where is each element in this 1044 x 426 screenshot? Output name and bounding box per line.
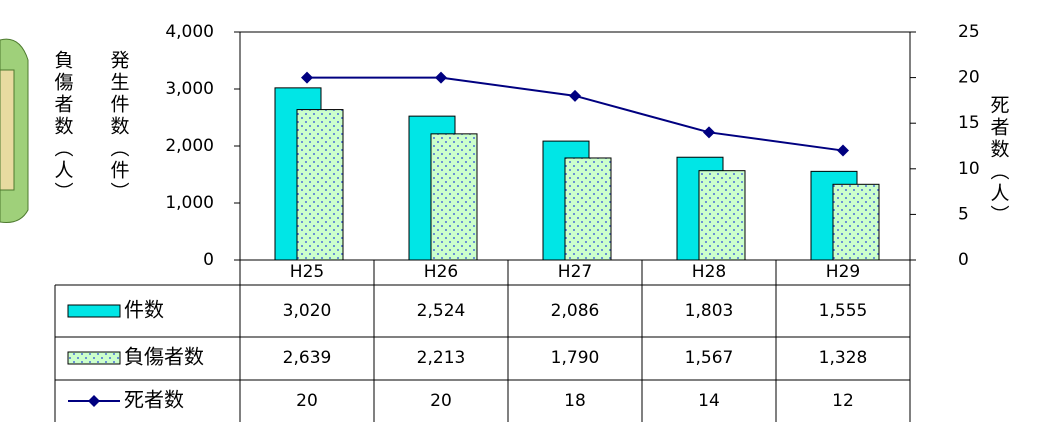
- chart: 負傷者数（人） 発生件数（件） 死者数（人） 0 1,000 2,000 3,000 4…: [0, 0, 1044, 422]
- legend-key: [88, 395, 100, 407]
- bar: [833, 184, 879, 260]
- y-tick-label: 4,000: [165, 22, 214, 42]
- line: [307, 78, 843, 151]
- marker: [569, 90, 581, 102]
- legend-key: [68, 305, 120, 317]
- legend-label: 件数: [124, 298, 164, 322]
- x-tick-label: H27: [558, 262, 592, 282]
- x-tick-label: H26: [424, 262, 458, 282]
- table-cell: 1,328: [819, 348, 868, 368]
- y-tick-label: 1,000: [165, 193, 214, 213]
- marker: [301, 72, 313, 84]
- bar: [565, 158, 611, 260]
- table-cell: 1,790: [551, 348, 600, 368]
- decoration: [0, 70, 14, 190]
- table-cell: 1,803: [685, 301, 734, 321]
- marker: [837, 145, 849, 157]
- bar: [699, 171, 745, 260]
- table-cell: 3,020: [283, 301, 332, 321]
- y2-tick-label: 15: [958, 113, 980, 133]
- table-cell: 2,524: [417, 301, 466, 321]
- y2-axis-title: 死者数（人）: [988, 95, 1010, 227]
- table-cell: 2,639: [283, 348, 332, 368]
- y-tick-label: 0: [203, 250, 214, 270]
- legend-label: 死者数: [124, 388, 184, 412]
- x-tick-label: H29: [826, 262, 860, 282]
- bar: [431, 134, 477, 260]
- bar: [297, 110, 343, 260]
- table-cell: 18: [564, 391, 586, 411]
- y-axis-title: 発生件数（件）: [108, 50, 130, 204]
- y-axis-title: 負傷者数（人）: [52, 50, 74, 204]
- y-tick-label: 2,000: [165, 136, 214, 156]
- table-cell: 2,086: [551, 301, 600, 321]
- y2-tick-label: 25: [958, 22, 980, 42]
- y2-tick-label: 20: [958, 68, 980, 88]
- table-cell: 2,213: [417, 348, 466, 368]
- table-cell: 14: [698, 391, 720, 411]
- table-cell: 20: [430, 391, 452, 411]
- table-cell: 1,567: [685, 348, 734, 368]
- table-cell: 1,555: [819, 301, 868, 321]
- legend-key: [68, 352, 120, 364]
- legend-label: 負傷者数: [124, 345, 204, 369]
- y-tick-label: 3,000: [165, 79, 214, 99]
- x-tick-label: H28: [692, 262, 726, 282]
- y2-tick-label: 5: [958, 204, 969, 224]
- y2-tick-label: 10: [958, 159, 980, 179]
- marker: [703, 126, 715, 138]
- marker: [435, 72, 447, 84]
- y2-tick-label: 0: [958, 250, 969, 270]
- x-tick-label: H25: [290, 262, 324, 282]
- table-cell: 20: [296, 391, 318, 411]
- table-cell: 12: [832, 391, 854, 411]
